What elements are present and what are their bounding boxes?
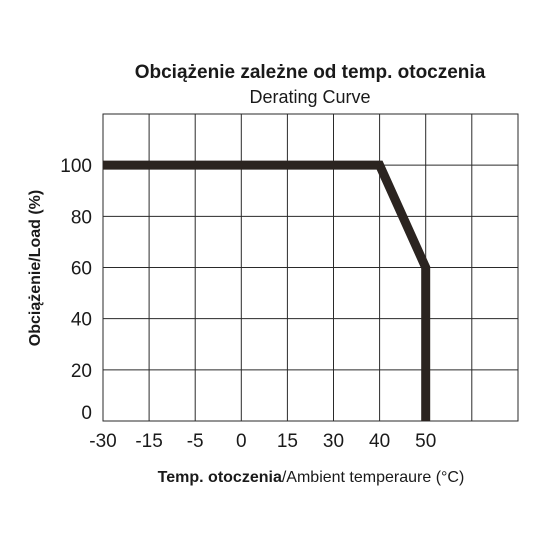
- y-tick-label: 60: [71, 259, 92, 280]
- y-tick-label: 100: [60, 156, 92, 177]
- y-tick-label: 80: [71, 207, 92, 228]
- x-axis-label-bold: Temp. otoczenia: [158, 469, 282, 486]
- derating-curve: [103, 160, 431, 421]
- x-axis-label-rest: /Ambient temperaure (°C): [282, 469, 464, 486]
- plot-grid: [102, 113, 519, 422]
- chart-subtitle: Derating Curve: [249, 87, 370, 107]
- series-layer: [103, 160, 431, 421]
- y-axis-label: Obciążenie/Load (%): [27, 190, 44, 346]
- y-tick-labels: 0 20 40 60 80 100: [60, 156, 92, 424]
- y-tick-label: 20: [71, 361, 92, 382]
- x-tick-labels: -30 -15 -5 0 15 30 40 50: [89, 431, 436, 452]
- x-tick-label: 30: [323, 431, 344, 452]
- y-tick-label: 40: [71, 310, 92, 331]
- x-tick-label: -15: [135, 431, 162, 452]
- y-tick-label: 0: [81, 403, 92, 424]
- x-axis-label: Temp. otoczenia/Ambient temperaure (°C): [158, 469, 465, 486]
- x-tick-label: -5: [187, 431, 204, 452]
- x-tick-label: 40: [369, 431, 390, 452]
- x-tick-label: 0: [236, 431, 247, 452]
- chart-title: Obciążenie zależne od temp. otoczenia: [135, 62, 486, 83]
- x-tick-label: -30: [89, 431, 116, 452]
- x-tick-label: 50: [415, 431, 436, 452]
- x-tick-label: 15: [277, 431, 298, 452]
